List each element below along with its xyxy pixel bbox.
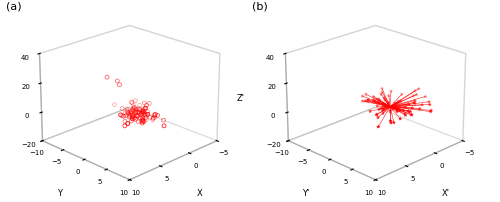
- Text: (b): (b): [252, 2, 268, 12]
- Y-axis label: Y': Y': [302, 188, 310, 197]
- Y-axis label: Y: Y: [58, 188, 62, 197]
- X-axis label: X': X': [442, 188, 450, 197]
- Text: (a): (a): [6, 2, 22, 12]
- X-axis label: X: X: [196, 188, 202, 197]
